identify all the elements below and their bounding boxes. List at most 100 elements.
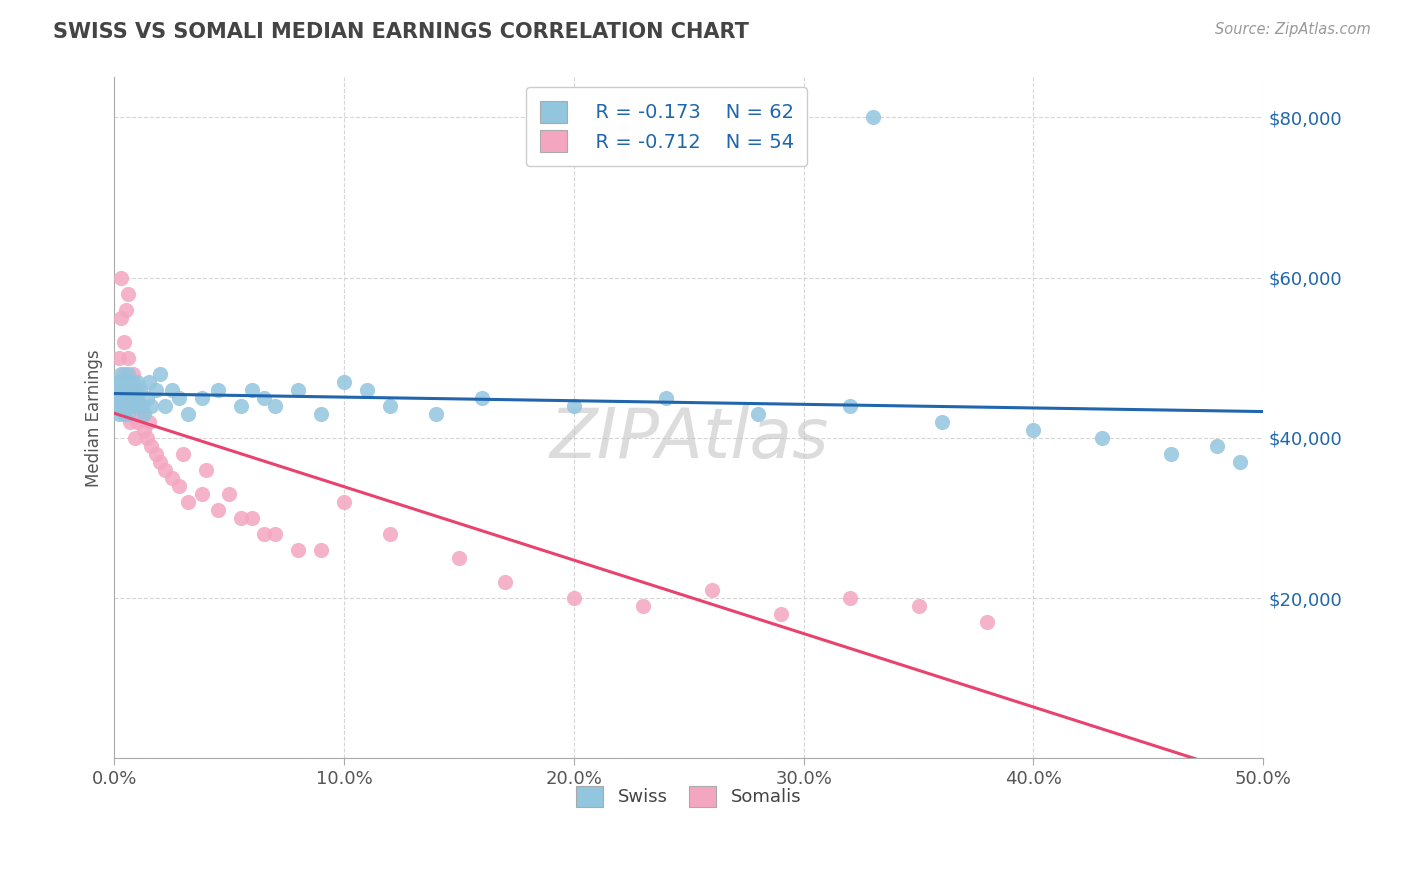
- Y-axis label: Median Earnings: Median Earnings: [86, 349, 103, 487]
- Point: [160, 383, 183, 397]
- Point: [562, 591, 585, 606]
- Point: [110, 270, 132, 285]
- Point: [108, 407, 131, 421]
- Point: [128, 399, 150, 413]
- Point: [138, 375, 160, 389]
- Point: [177, 407, 200, 421]
- Point: [153, 463, 176, 477]
- Point: [134, 407, 156, 421]
- Point: [167, 479, 190, 493]
- Point: [333, 375, 356, 389]
- Point: [309, 543, 332, 558]
- Point: [127, 375, 149, 389]
- Point: [110, 375, 132, 389]
- Point: [110, 367, 132, 381]
- Point: [138, 415, 160, 429]
- Point: [120, 383, 142, 397]
- Point: [110, 399, 132, 413]
- Point: [655, 391, 678, 405]
- Point: [131, 399, 153, 413]
- Point: [153, 399, 176, 413]
- Point: [378, 527, 401, 541]
- Point: [120, 383, 142, 397]
- Point: [1160, 447, 1182, 461]
- Point: [121, 367, 143, 381]
- Point: [134, 423, 156, 437]
- Point: [253, 391, 276, 405]
- Point: [240, 511, 263, 525]
- Point: [356, 383, 378, 397]
- Point: [117, 399, 139, 413]
- Point: [838, 591, 860, 606]
- Point: [207, 503, 229, 517]
- Point: [160, 471, 183, 485]
- Point: [309, 407, 332, 421]
- Point: [1229, 455, 1251, 469]
- Point: [769, 607, 792, 622]
- Point: [333, 495, 356, 509]
- Point: [105, 383, 128, 397]
- Point: [117, 367, 139, 381]
- Point: [141, 439, 163, 453]
- Text: Source: ZipAtlas.com: Source: ZipAtlas.com: [1215, 22, 1371, 37]
- Point: [229, 511, 252, 525]
- Point: [195, 463, 218, 477]
- Point: [976, 615, 998, 629]
- Point: [471, 391, 494, 405]
- Point: [108, 375, 131, 389]
- Point: [287, 383, 309, 397]
- Point: [190, 391, 212, 405]
- Point: [128, 383, 150, 397]
- Point: [1206, 439, 1229, 453]
- Point: [121, 399, 143, 413]
- Point: [121, 391, 143, 405]
- Point: [287, 543, 309, 558]
- Point: [135, 431, 157, 445]
- Point: [135, 391, 157, 405]
- Point: [378, 399, 401, 413]
- Point: [110, 383, 132, 397]
- Point: [253, 527, 276, 541]
- Point: [110, 310, 132, 325]
- Point: [127, 391, 149, 405]
- Point: [127, 415, 149, 429]
- Text: SWISS VS SOMALI MEDIAN EARNINGS CORRELATION CHART: SWISS VS SOMALI MEDIAN EARNINGS CORRELAT…: [53, 22, 749, 42]
- Legend: Swiss, Somalis: Swiss, Somalis: [569, 779, 808, 814]
- Point: [105, 399, 128, 413]
- Point: [447, 551, 470, 566]
- Point: [115, 302, 138, 317]
- Point: [124, 431, 146, 445]
- Point: [120, 399, 142, 413]
- Point: [862, 111, 884, 125]
- Point: [700, 583, 723, 598]
- Point: [145, 447, 167, 461]
- Point: [127, 383, 149, 397]
- Point: [149, 455, 172, 469]
- Point: [747, 407, 769, 421]
- Point: [131, 407, 153, 421]
- Point: [117, 286, 139, 301]
- Point: [112, 334, 135, 349]
- Point: [931, 415, 953, 429]
- Point: [112, 407, 135, 421]
- Point: [120, 415, 142, 429]
- Point: [112, 367, 135, 381]
- Point: [124, 383, 146, 397]
- Point: [117, 391, 139, 405]
- Point: [117, 351, 139, 365]
- Point: [190, 487, 212, 501]
- Point: [115, 399, 138, 413]
- Point: [562, 399, 585, 413]
- Point: [108, 351, 131, 365]
- Point: [240, 383, 263, 397]
- Point: [112, 383, 135, 397]
- Point: [167, 391, 190, 405]
- Point: [425, 407, 447, 421]
- Point: [115, 375, 138, 389]
- Point: [112, 391, 135, 405]
- Point: [907, 599, 929, 614]
- Point: [172, 447, 194, 461]
- Point: [1091, 431, 1114, 445]
- Point: [124, 399, 146, 413]
- Point: [177, 495, 200, 509]
